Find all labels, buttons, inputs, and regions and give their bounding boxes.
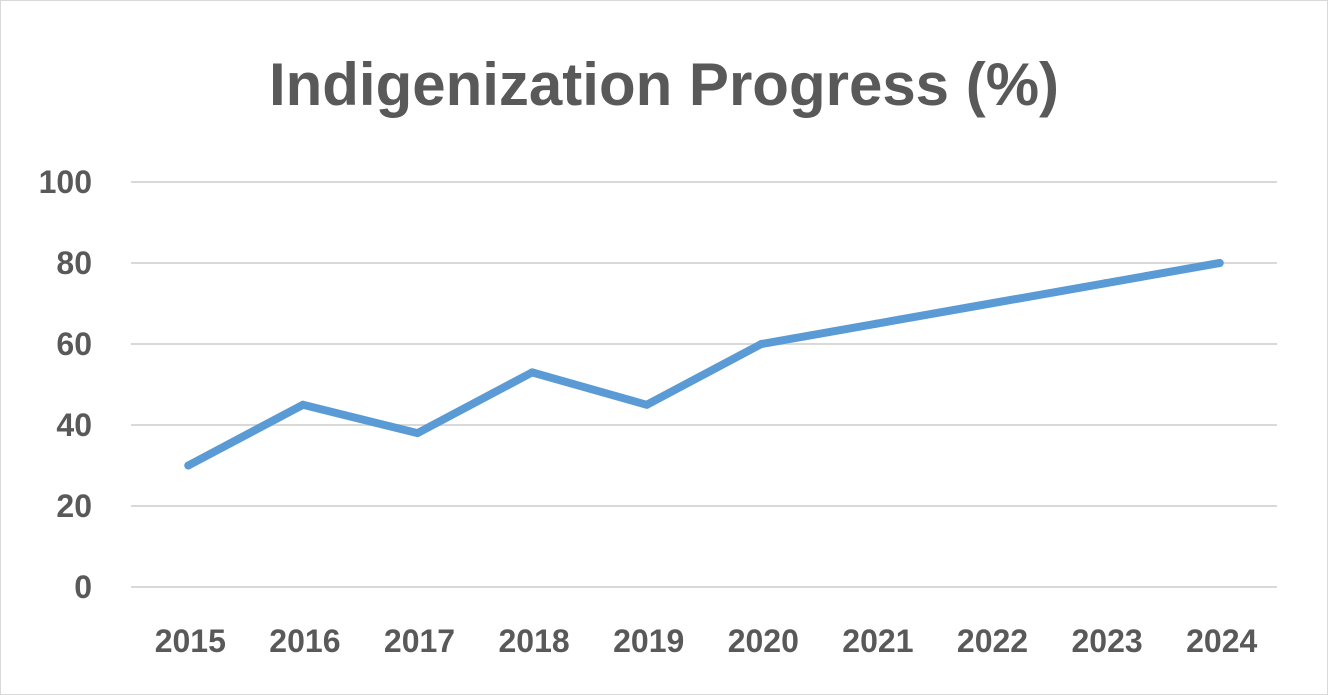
- y-tick-label: 20: [56, 488, 92, 524]
- data-point-2023: [1101, 279, 1110, 288]
- data-point-2017: [413, 429, 422, 438]
- x-tick-label: 2024: [1186, 623, 1257, 659]
- data-point-2015: [184, 461, 193, 470]
- y-tick-label: 100: [39, 164, 92, 200]
- series-line-0: [184, 259, 1224, 470]
- data-point-2019: [642, 400, 651, 409]
- y-tick-label: 40: [56, 407, 92, 443]
- data-point-2020: [757, 340, 766, 348]
- x-axis-tick-labels: 2015 2016 2017 2018 2019 2020 2021 2022 2023 2024: [155, 623, 1258, 659]
- data-point-2024: [1215, 259, 1224, 267]
- x-tick-label: 2017: [384, 623, 455, 659]
- x-tick-label: 2019: [613, 623, 684, 659]
- x-tick-label: 2015: [155, 623, 226, 659]
- chart-title: Indigenization Progress (%): [268, 51, 1060, 118]
- x-tick-label: 2023: [1072, 623, 1143, 659]
- y-tick-label: 80: [56, 245, 92, 281]
- data-point-2018: [528, 368, 537, 377]
- gridlines: [131, 181, 1277, 588]
- y-axis-tick-labels: 0 20 40 60 80 100: [39, 164, 92, 605]
- x-tick-label: 2020: [728, 623, 799, 659]
- x-tick-label: 2021: [842, 623, 913, 659]
- y-tick-label: 0: [74, 569, 92, 605]
- series-layer: [184, 259, 1224, 470]
- x-tick-label: 2016: [269, 623, 340, 659]
- y-tick-label: 60: [56, 326, 92, 362]
- data-point-2022: [986, 299, 995, 308]
- x-tick-label: 2022: [957, 623, 1028, 659]
- data-point-2021: [871, 319, 880, 328]
- x-tick-label: 2018: [499, 623, 570, 659]
- data-point-2016: [298, 400, 307, 409]
